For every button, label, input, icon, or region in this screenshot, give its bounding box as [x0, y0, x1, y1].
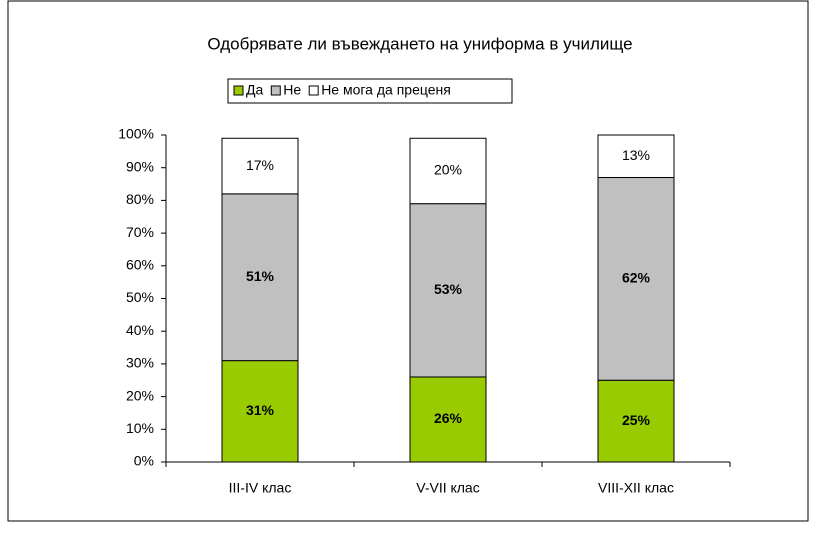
bar-segment	[221, 360, 299, 463]
data-label: 62%	[622, 270, 651, 286]
data-label: 53%	[434, 281, 463, 297]
data-label: 51%	[246, 268, 275, 284]
y-tick-label: 0%	[134, 453, 154, 469]
data-label: 25%	[622, 412, 651, 428]
legend-swatch	[270, 85, 281, 96]
y-tick-label: 60%	[126, 257, 154, 273]
x-tick-label: V-VII клас	[416, 480, 479, 496]
x-tick-label: VIII-XII клас	[598, 480, 674, 496]
y-tick-label: 90%	[126, 158, 154, 174]
bar-segment	[221, 137, 299, 195]
bar-segment	[597, 134, 675, 179]
data-label: 26%	[434, 410, 463, 426]
y-tick-label: 20%	[126, 387, 154, 403]
bar-segment	[221, 193, 299, 362]
data-label: 20%	[434, 162, 462, 178]
data-label: 13%	[622, 147, 650, 163]
y-tick-label: 80%	[126, 191, 154, 207]
legend-label: Не мога да преценя	[321, 82, 451, 98]
legend-swatch	[233, 85, 244, 96]
bar-segment	[597, 177, 675, 381]
data-label: 31%	[246, 402, 275, 418]
x-tick-label: III-IV клас	[229, 480, 292, 496]
y-tick-label: 100%	[118, 126, 154, 142]
legend-label: Да	[246, 82, 263, 98]
bar-segment	[409, 137, 487, 205]
data-label: 17%	[246, 157, 274, 173]
bar-segment	[409, 376, 487, 463]
legend-label: Не	[283, 82, 301, 98]
chart-title: Одобрявате ли въвеждането на униформа в …	[207, 34, 632, 53]
bar-segment	[597, 379, 675, 463]
y-tick-label: 30%	[126, 355, 154, 371]
y-tick-label: 70%	[126, 224, 154, 240]
y-tick-label: 50%	[126, 289, 154, 305]
y-tick-label: 40%	[126, 322, 154, 338]
y-tick-label: 10%	[126, 420, 154, 436]
legend-swatch	[308, 85, 319, 96]
